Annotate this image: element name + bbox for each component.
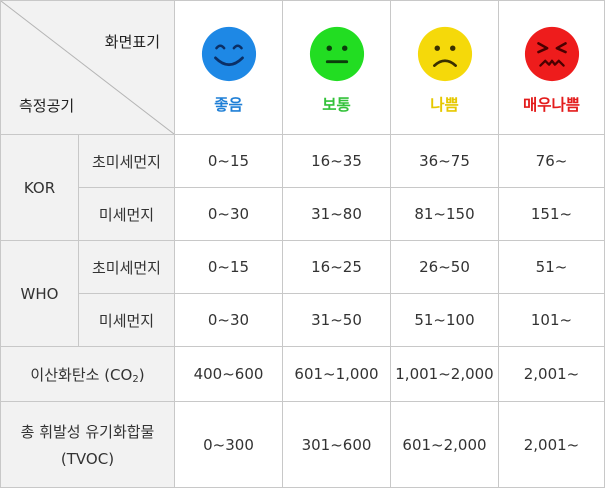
measure-label: 측정공기 <box>19 97 75 115</box>
level-label-bad: 나쁨 <box>430 95 459 114</box>
co2-row: 이산화탄소 (CO2) 400~600 601~1,000 1,001~2,00… <box>0 346 605 402</box>
kor-pm10-row: 미세먼지 0~30 31~80 81~150 151~ <box>1 187 605 241</box>
diagonal-divider <box>1 1 174 134</box>
tvoc-row: 총 휘발성 유기화합물 (TVOC) 0~300 301~600 601~2,0… <box>0 401 605 488</box>
table-cell: 51~100 <box>390 293 499 347</box>
table-cell: 31~80 <box>282 187 391 241</box>
who-pm10-row: 미세먼지 0~30 31~50 51~100 101~ <box>1 293 605 347</box>
table-cell: 0~15 <box>174 134 283 188</box>
angry-face-icon <box>524 26 579 81</box>
level-label-normal: 보통 <box>322 95 351 114</box>
level-label-very-bad: 매우나쁨 <box>522 95 581 114</box>
co2-label-text: 이산화탄소 (CO <box>30 365 133 384</box>
group-label-kor: KOR <box>0 134 79 241</box>
table-cell: 26~50 <box>390 240 499 294</box>
level-header-good: 좋음 <box>174 0 283 135</box>
table-cell: 601~2,000 <box>390 401 499 488</box>
table-cell: 151~ <box>498 187 605 241</box>
table-cell: 36~75 <box>390 134 499 188</box>
table-cell: 0~30 <box>174 187 283 241</box>
level-header-very-bad: 매우나쁨 <box>498 0 605 135</box>
table-cell: 0~300 <box>174 401 283 488</box>
table-cell: 2,001~ <box>498 401 605 488</box>
frowning-face-icon <box>417 26 472 81</box>
neutral-face-icon <box>309 26 364 81</box>
row-label-tvoc: 총 휘발성 유기화합물 (TVOC) <box>0 401 175 488</box>
row-label-who-pm10: 미세먼지 <box>78 293 175 347</box>
table-cell: 601~1,000 <box>282 346 391 402</box>
table-cell: 0~30 <box>174 293 283 347</box>
header-row: 화면표기 측정공기 좋음 보통 <box>0 0 605 135</box>
row-label-co2: 이산화탄소 (CO2) <box>0 346 175 402</box>
who-pm25-row: WHO 초미세먼지 0~15 16~25 26~50 51~ <box>0 240 605 347</box>
tvoc-label-line1: 총 휘발성 유기화합물 <box>20 423 155 441</box>
display-label: 화면표기 <box>104 33 160 51</box>
table-cell: 76~ <box>498 134 605 188</box>
table-cell: 400~600 <box>174 346 283 402</box>
table-cell: 301~600 <box>282 401 391 488</box>
table-cell: 16~35 <box>282 134 391 188</box>
co2-subscript: 2 <box>132 373 139 385</box>
table-cell: 1,001~2,000 <box>390 346 499 402</box>
table-cell: 51~ <box>498 240 605 294</box>
table-cell: 81~150 <box>390 187 499 241</box>
kor-pm25-row: KOR 초미세먼지 0~15 16~35 36~75 76~ <box>0 134 605 241</box>
row-label-kor-pm10: 미세먼지 <box>78 187 175 241</box>
co2-label-close: ) <box>138 365 145 384</box>
group-label-who: WHO <box>0 240 79 347</box>
table-cell: 31~50 <box>282 293 391 347</box>
row-label-kor-pm25: 초미세먼지 <box>78 134 175 188</box>
row-label-who-pm25: 초미세먼지 <box>78 240 175 294</box>
level-header-normal: 보통 <box>282 0 391 135</box>
tvoc-label-line2: (TVOC) <box>60 450 115 468</box>
table-cell: 16~25 <box>282 240 391 294</box>
table-cell: 101~ <box>498 293 605 347</box>
level-label-good: 좋음 <box>214 95 243 114</box>
table-cell: 2,001~ <box>498 346 605 402</box>
level-header-bad: 나쁨 <box>390 0 499 135</box>
header-corner-cell: 화면표기 측정공기 <box>0 0 175 135</box>
smiling-face-icon <box>201 26 256 81</box>
table-cell: 0~15 <box>174 240 283 294</box>
